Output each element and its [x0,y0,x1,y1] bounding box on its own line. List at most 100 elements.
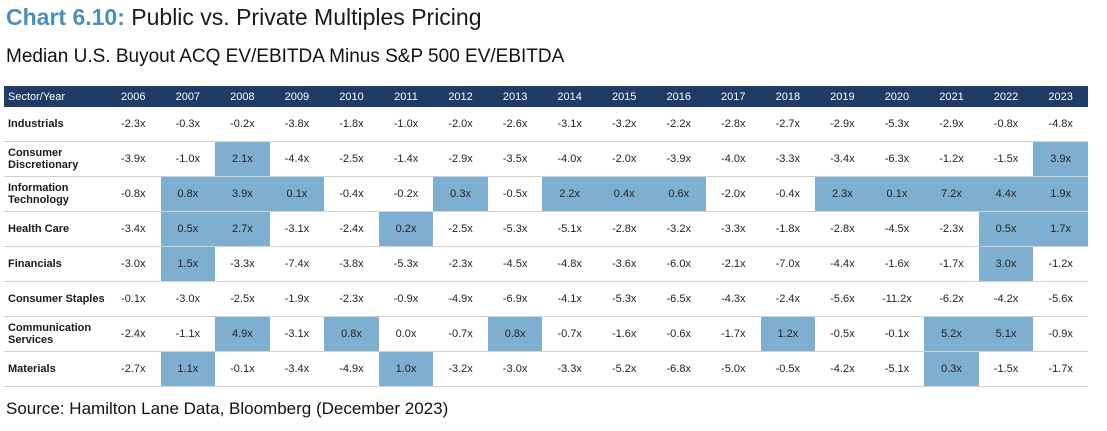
table-cell: -2.8x [815,211,870,247]
table-header-row: Sector/Year 2006 2007 2008 2009 2010 2011 2012 2… [4,86,1088,107]
table-cell: 5.1x [978,316,1034,352]
table-row: Consumer Staples -0.1x -3.0x -2.5x -1.9x -2.3… [4,281,1088,317]
table-cell: -11.2x [869,281,925,317]
table-cell: -3.2x [651,211,707,247]
table-cell: 3.9x [1033,141,1088,177]
table-cell: -5.3x [378,246,434,282]
table-row: Communication Services -2.4x -1.1x 4.9x -3.1… [4,316,1088,352]
table-cell: 1.5x [160,246,216,282]
table-cell: -0.5x [760,351,816,387]
chart-subtitle: Median U.S. Buyout ACQ EV/EBITDA Minus S… [6,46,565,67]
table-cell: -2.0x [706,176,761,212]
table-cell: -2.6x [487,107,543,142]
header-year-2006: 2006 [106,86,161,107]
table-cell: -0.1x [215,351,270,387]
table-cell: 2.7x [215,211,270,247]
table-cell: -3.0x [487,351,543,387]
table-cell: -5.1x [542,211,597,247]
table-cell: -4.2x [978,281,1034,317]
table-cell: -5.6x [1033,281,1088,317]
table-cell: 1.0x [378,351,434,387]
table-cell: -2.9x [433,141,488,177]
table-cell: -2.8x [596,211,652,247]
table-cell: -4.3x [706,281,761,317]
header-year-2022: 2022 [978,86,1034,107]
table-cell: 4.9x [215,316,270,352]
table-cell: -1.8x [760,211,816,247]
table-cell: -4.5x [487,246,543,282]
table-cell: 7.2x [924,176,979,212]
header-year-2015: 2015 [596,86,652,107]
table-cell: 0.5x [978,211,1034,247]
table-cell: -4.8x [1033,107,1088,142]
table-cell: -2.4x [106,316,161,352]
table-cell: -2.5x [215,281,270,317]
table-cell: 2.2x [542,176,597,212]
table-cell: -7.0x [760,246,816,282]
header-year-2017: 2017 [706,86,761,107]
table-cell: 0.8x [160,176,216,212]
table-cell: 1.2x [760,316,816,352]
header-year-2021: 2021 [924,86,979,107]
table-cell: -6.0x [651,246,707,282]
table-cell: -3.0x [160,281,216,317]
table-cell: 0.8x [324,316,379,352]
table-cell: -3.2x [433,351,488,387]
table-cell: 1.7x [1033,211,1088,247]
table-cell: -5.2x [596,351,652,387]
table-cell: -2.7x [760,107,816,142]
table-body: Industrials -2.3x -0.3x -0.2x -3.8x -1.8x -1.0… [4,107,1088,387]
table-cell: -0.8x [106,176,161,212]
table-cell: -1.6x [596,316,652,352]
table-cell: 0.3x [924,351,979,387]
table-row: Information Technology -0.8x 0.8x 3.9x 0.1x -… [4,176,1088,212]
header-year-2016: 2016 [651,86,707,107]
table-cell: 0.8x [487,316,543,352]
table-cell: -5.1x [869,351,925,387]
table-cell: -2.8x [706,107,761,142]
chart-title-text: Public vs. Private Multiples Pricing [131,4,482,30]
table-cell: -2.4x [324,211,379,247]
header-year-2007: 2007 [160,86,216,107]
table-cell: -6.8x [651,351,707,387]
row-label: Consumer Discretionary [4,141,106,177]
table-cell: -1.1x [160,316,216,352]
table-cell: -0.4x [760,176,816,212]
table-cell: -5.6x [815,281,870,317]
source-note: Source: Hamilton Lane Data, Bloomberg (D… [6,399,449,418]
table-cell: -4.1x [542,281,597,317]
table-cell: -1.8x [324,107,379,142]
table-cell: -0.3x [160,107,216,142]
table-cell: 4.4x [978,176,1034,212]
table-cell: -2.3x [433,246,488,282]
table-cell: 2.3x [815,176,870,212]
table-cell: -4.0x [706,141,761,177]
table-cell: -3.6x [596,246,652,282]
table-cell: -3.8x [269,107,325,142]
table-cell: -6.5x [651,281,707,317]
header-year-2023: 2023 [1033,86,1088,107]
table-cell: -0.7x [433,316,488,352]
table-cell: -1.5x [978,351,1034,387]
table-cell: -0.7x [542,316,597,352]
table-cell: -0.1x [869,316,925,352]
table-cell: -3.4x [106,211,161,247]
table-cell: -2.0x [433,107,488,142]
table-cell: -3.3x [706,211,761,247]
table-cell: -3.1x [542,107,597,142]
table-cell: -5.0x [706,351,761,387]
table-cell: -0.9x [378,281,434,317]
table-cell: -4.4x [269,141,325,177]
header-year-2010: 2010 [324,86,379,107]
multiples-table: Sector/Year 2006 2007 2008 2009 2010 2011 2012 2… [4,86,1088,387]
table-cell: -1.6x [869,246,925,282]
table-cell: -5.3x [596,281,652,317]
row-label: Health Care [4,211,106,247]
table-cell: -3.1x [269,316,325,352]
table-cell: -0.9x [1033,316,1088,352]
table-cell: -6.2x [924,281,979,317]
chart-number: Chart 6.10: [6,4,125,30]
table-cell: -4.0x [542,141,597,177]
table-cell: 3.0x [978,246,1034,282]
table-cell: 0.4x [596,176,652,212]
